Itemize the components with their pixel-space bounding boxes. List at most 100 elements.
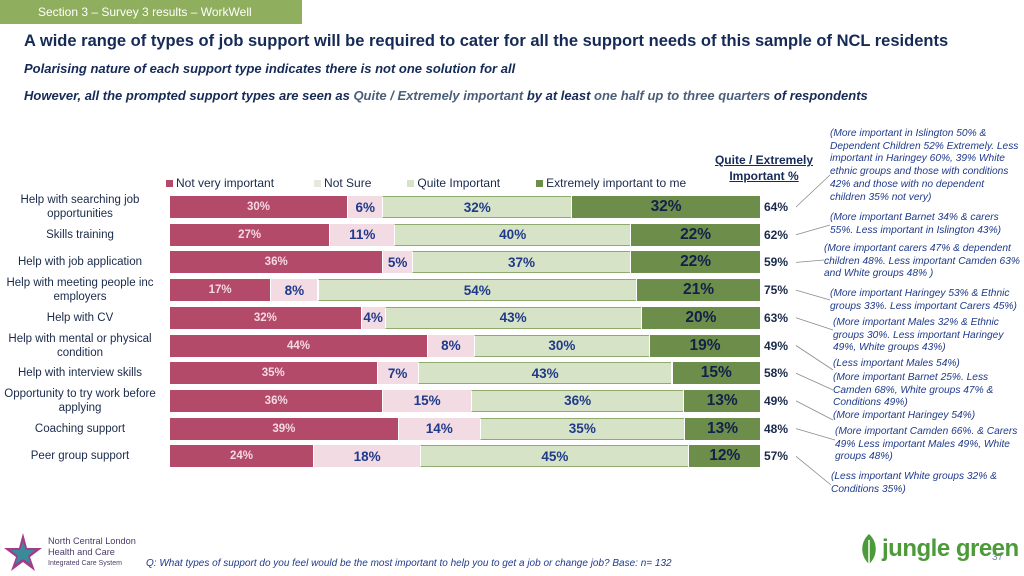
ncl-star-icon (4, 533, 42, 571)
subtitle2-part-e: of respondents (770, 88, 868, 103)
note-text: (More important Barnet 34% & carers 55%.… (830, 212, 1002, 236)
note-text: (Less important White groups 32% & Condi… (831, 471, 997, 495)
bar-segment: 24% (170, 445, 314, 468)
quite-extremely-value: 49% (764, 393, 789, 408)
note-connector-line (795, 372, 834, 391)
jungle-green-wordmark: jungle green (882, 535, 1019, 562)
legend-swatch (536, 179, 544, 187)
bar-segment: 5% (382, 251, 412, 274)
section-tab: Section 3 – Survey 3 results – WorkWell (0, 0, 302, 24)
quite-extremely-value: 48% (764, 421, 789, 436)
bar-segment: 43% (384, 306, 641, 329)
subtitle2-part-d: one half up to three quarters (594, 88, 771, 103)
bar-segment: 30% (473, 334, 649, 357)
note-text: (More important Males 32% & Ethnic group… (833, 317, 1004, 354)
category-label: Help with mental or physical condition (8, 332, 152, 359)
bar-segment: 43% (417, 362, 672, 385)
bar-segment: 6% (347, 196, 383, 218)
legend-item-3: Extremely important to me (536, 176, 686, 190)
legend-swatch (314, 179, 322, 187)
note-text: (More important Haringey 54%) (833, 410, 976, 421)
note-connector-line (795, 174, 831, 208)
page-title: A wide range of types of job support wil… (24, 32, 949, 50)
bar-segment: 14% (397, 417, 480, 440)
legend-swatch (407, 179, 415, 187)
subtitle-polarising: Polarising nature of each support type i… (24, 61, 516, 76)
category-label: Opportunity to try work before applying (4, 387, 156, 414)
subtitle2-part-b: Quite / Extremely important (353, 88, 524, 103)
bar-segment: 36% (170, 389, 383, 412)
bar-segment: 11% (329, 223, 395, 246)
bar-segment: 22% (630, 223, 760, 246)
category-label: Help with interview skills (18, 367, 142, 380)
note-text: (Less important Males 54%) (833, 358, 960, 369)
quite-extremely-value: 59% (764, 255, 789, 270)
subtitle2-part-a: However, all the prompted support types … (24, 88, 354, 103)
note-connector-line (795, 224, 831, 236)
note-connector-line (795, 317, 834, 331)
legend-label: Not Sure (324, 176, 372, 190)
category-label: Peer group support (30, 450, 130, 463)
question-footnote: Q: What types of support do you feel wou… (146, 558, 672, 569)
bar-segment: 45% (420, 445, 689, 468)
quite-extremely-value: 58% (764, 366, 789, 381)
bar-segment: 32% (170, 306, 361, 329)
bar-segment: 36% (470, 389, 684, 412)
category-label: Help with searching job opportunities (20, 194, 140, 220)
legend-item-0: Not very important (166, 176, 274, 190)
bar-segment: 37% (411, 251, 631, 274)
note-connector-line (795, 455, 832, 486)
bar-segment: 13% (684, 417, 760, 440)
bar-segment: 18% (313, 445, 421, 468)
bar-segment: 35% (170, 362, 377, 385)
bar-segment: 19% (649, 334, 760, 357)
category-label: Help with meeting people inc employers (6, 277, 154, 304)
bar-segment: 27% (170, 223, 330, 246)
category-label: Coaching support (34, 422, 126, 435)
bar-segment: 12% (688, 445, 760, 468)
category-label: Help with job application (17, 256, 143, 269)
quite-extremely-value: 49% (764, 338, 789, 353)
note-connector-line (795, 428, 836, 441)
bar-segment: 22% (630, 251, 760, 274)
page-number: 37 (992, 552, 1004, 563)
bar-segment: 20% (640, 306, 760, 329)
note-connector-line (795, 345, 834, 371)
bar-segment: 7% (376, 362, 418, 385)
note-text: (More important Camden 66%. & Carers 49%… (835, 426, 1018, 463)
bar-segment: 32% (571, 196, 760, 218)
subtitle2-part-c: by at least (523, 88, 595, 103)
leaf-icon (862, 534, 876, 564)
quite-extremely-value: 64% (764, 200, 789, 214)
bar-segment: 30% (170, 196, 347, 218)
bar-segment: 17% (170, 279, 271, 302)
legend-label: Extremely important to me (546, 176, 687, 190)
category-label: Skills training (46, 228, 114, 241)
note-connector-line (795, 289, 831, 301)
bar-segment: 15% (382, 389, 471, 412)
note-connector-line (795, 400, 834, 421)
note-connector-line (795, 259, 825, 263)
legend-swatch (166, 179, 173, 187)
bar-segment: 35% (479, 417, 685, 440)
bar-segment: 39% (170, 417, 398, 440)
quite-extremely-value: 62% (764, 227, 789, 242)
note-text: (More important in Islington 50% & Depen… (830, 128, 1019, 203)
bar-segment: 32% (382, 196, 572, 218)
legend-label: Quite Important (417, 176, 501, 190)
bar-segment: 36% (170, 251, 383, 274)
chart-legend: Not very important Not Sure Quite Importan… (166, 176, 686, 190)
bar-segment: 13% (683, 389, 760, 412)
bar-segment: 44% (170, 334, 428, 357)
legend-item-1: Not Sure (314, 176, 371, 190)
bar-segment: 40% (394, 223, 631, 246)
ncl-logo-line2: Health and Care (48, 546, 115, 557)
bar-segment: 4% (360, 306, 385, 329)
subtitle-however: However, all the prompted support types … (24, 88, 868, 103)
ncl-logo-line3: Integrated Care System (48, 559, 122, 567)
ncl-logo-line1: North Central London (48, 535, 136, 546)
note-text: (More important carers 47% & dependent c… (824, 243, 1020, 280)
quite-extremely-value: 57% (764, 449, 789, 464)
note-text: (More important Barnet 25%. Less Camden … (833, 372, 994, 409)
quite-extremely-value: 75% (764, 283, 789, 298)
